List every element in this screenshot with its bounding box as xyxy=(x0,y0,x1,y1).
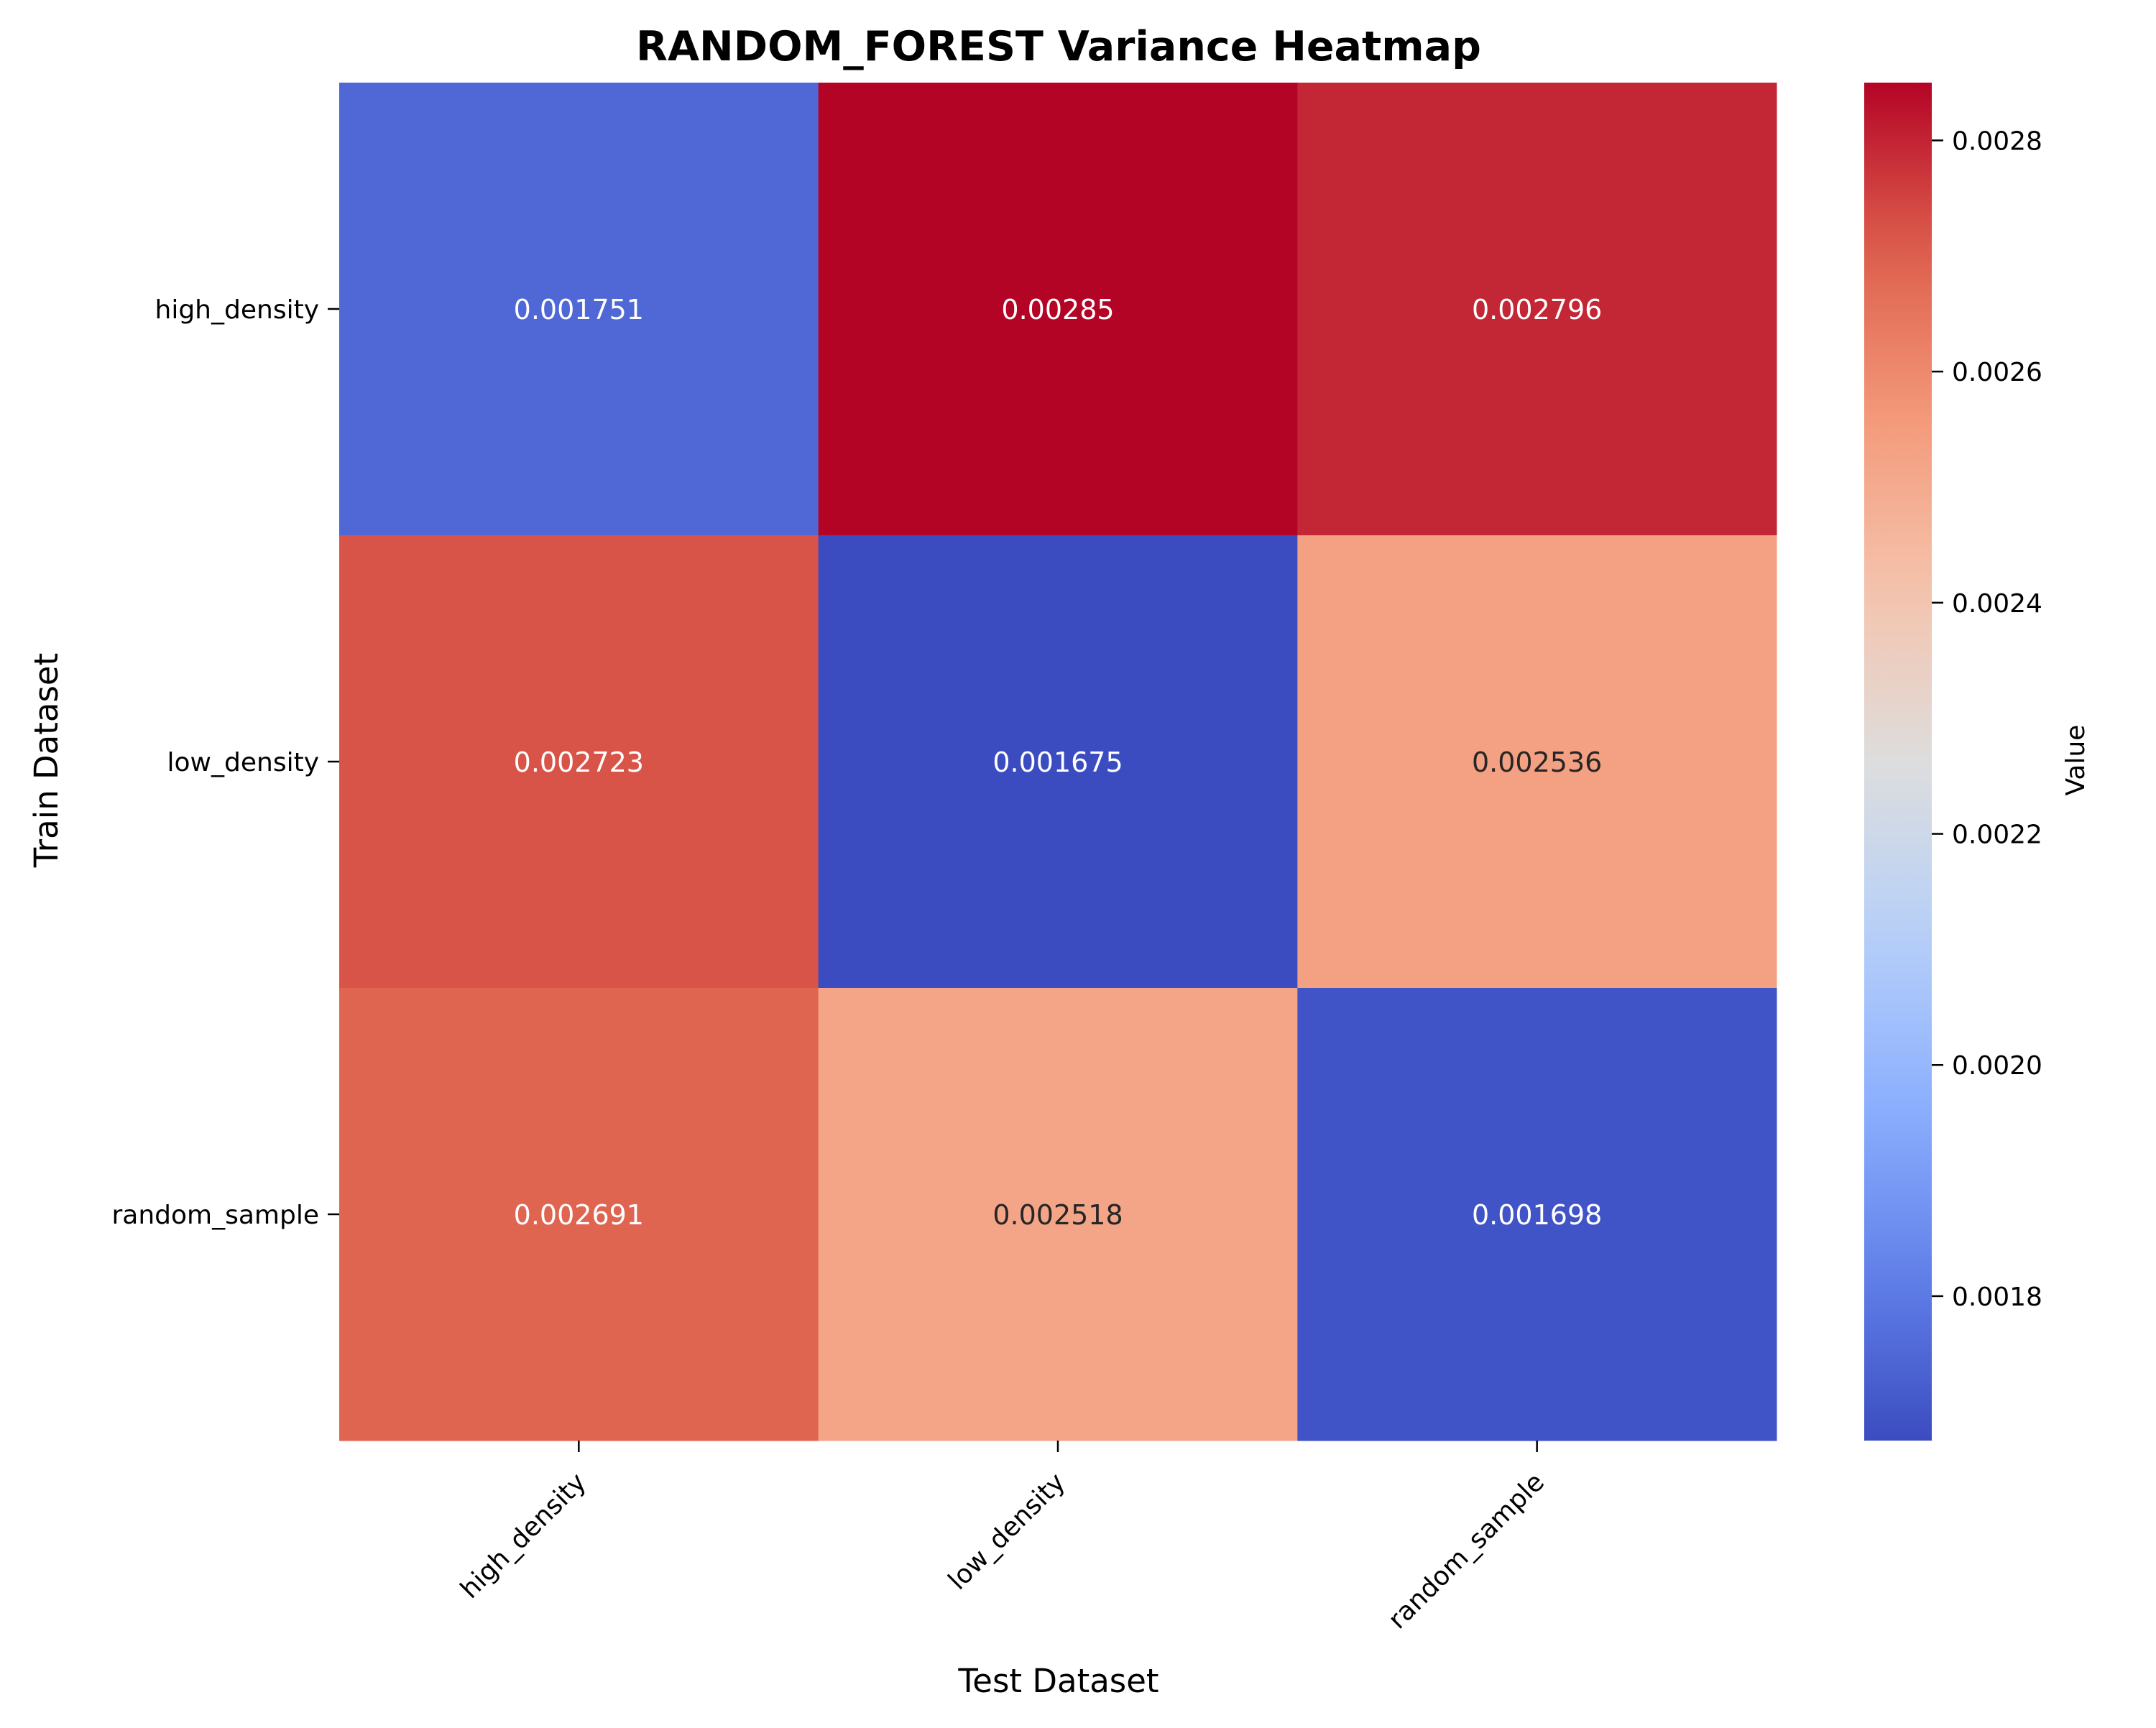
y-axis-label: Train Dataset xyxy=(27,653,65,869)
cell-value-label: 0.002796 xyxy=(1472,294,1602,325)
heatmap-cell xyxy=(1297,83,1777,536)
colorbar-tick-label: 0.0028 xyxy=(1952,126,2042,156)
cell-value-label: 0.001675 xyxy=(992,747,1123,778)
x-tick-label: high_density xyxy=(455,1467,592,1604)
y-tick-label: random_sample xyxy=(111,1201,319,1230)
heatmap-cell xyxy=(339,988,819,1441)
colorbar: 0.0018 0.0020 0.0022 0.0024 0.0026 0.0028 xyxy=(1864,83,2042,1441)
heatmap-cell xyxy=(818,83,1298,536)
y-tick-label: low_density xyxy=(167,748,319,777)
heatmap-cell-labels: 0.001751 0.00285 0.002796 0.002723 0.001675 0… xyxy=(514,294,1603,1231)
heatmap-cell xyxy=(1297,535,1777,989)
x-axis: high_density low_density random_sample xyxy=(455,1441,1550,1635)
cell-value-label: 0.001698 xyxy=(1472,1199,1602,1231)
cell-value-label: 0.002536 xyxy=(1472,747,1602,778)
colorbar-tick-label: 0.0024 xyxy=(1952,589,2042,619)
cell-value-label: 0.002723 xyxy=(514,747,644,778)
heatmap-cell xyxy=(818,535,1298,989)
colorbar-label: Value xyxy=(2061,725,2091,796)
chart-title: RANDOM_FOREST Variance Heatmap xyxy=(636,23,1481,70)
heatmap-cell xyxy=(818,988,1298,1441)
colorbar-tick-label: 0.0020 xyxy=(1952,1051,2042,1081)
cell-value-label: 0.002518 xyxy=(992,1199,1123,1231)
heatmap-cells xyxy=(339,83,1777,1441)
colorbar-tick-label: 0.0026 xyxy=(1952,358,2042,387)
x-axis-label: Test Dataset xyxy=(957,1662,1158,1700)
cell-value-label: 0.001751 xyxy=(514,294,644,325)
colorbar-tick-label: 0.0022 xyxy=(1952,821,2042,850)
colorbar-tick-label: 0.0018 xyxy=(1952,1283,2042,1312)
heatmap-cell xyxy=(339,535,819,989)
y-axis: high_density low_density random_sample xyxy=(111,295,339,1230)
heatmap-cell xyxy=(1297,988,1777,1441)
x-tick-label: low_density xyxy=(943,1467,1072,1596)
x-tick-label: random_sample xyxy=(1383,1467,1550,1635)
y-tick-label: high_density xyxy=(155,295,319,325)
cell-value-label: 0.002691 xyxy=(514,1199,644,1231)
cell-value-label: 0.00285 xyxy=(1001,294,1114,325)
heatmap-cell xyxy=(339,83,819,536)
colorbar-gradient xyxy=(1864,83,1932,1441)
